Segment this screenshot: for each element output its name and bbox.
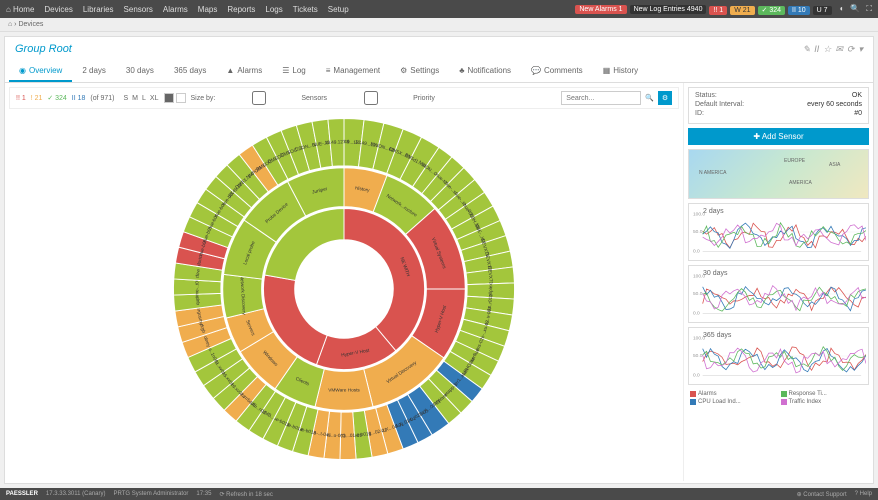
svg-text:50.0: 50.0 <box>693 353 703 359</box>
refresh-icon[interactable]: ⟳ <box>847 44 855 55</box>
svg-text:VMWare Hosts: VMWare Hosts <box>328 388 360 394</box>
tab-365-days[interactable]: 365 days <box>164 61 216 82</box>
search-input[interactable] <box>561 91 641 105</box>
legend: Alarms Response Ti... CPU Load Ind... Traff… <box>688 389 869 407</box>
status-badge[interactable]: !! 1 <box>709 6 727 15</box>
star-icon[interactable]: ☆ <box>823 44 831 55</box>
breadcrumb[interactable]: ⌂ › Devices <box>0 18 878 32</box>
mail-icon[interactable]: ✉ <box>835 44 843 55</box>
toolbar-gear-icon[interactable]: ⚙ <box>658 91 672 105</box>
status-badge[interactable]: II 10 <box>788 6 810 15</box>
status-badge[interactable]: ✓ 324 <box>758 6 786 15</box>
view-sunburst-icon[interactable] <box>164 93 174 103</box>
tab-management[interactable]: ≡ Management <box>316 61 390 82</box>
nav-setup[interactable]: Setup <box>328 5 349 14</box>
map-thumbnail[interactable]: N AMERICA EUROPE ASIA AMERICA <box>688 149 869 199</box>
svg-text:0.0: 0.0 <box>693 372 700 378</box>
add-sensor-button[interactable]: ✚ Add Sensor <box>688 128 869 145</box>
left-panel: !! 1 ! 21 ✓ 324 II 18 (of 971) SML XL Siz… <box>5 83 683 481</box>
svg-text:tfow: tfow <box>195 268 202 278</box>
sizeby-priority[interactable]: Priority <box>331 91 435 105</box>
nav-sensors[interactable]: Sensors <box>124 5 153 14</box>
top-navbar: ⌂ Home Devices Libraries Sensors Alarms Maps R… <box>0 0 878 18</box>
search-go-icon[interactable]: 🔍 <box>645 94 654 102</box>
footer-brand: PAESSLER <box>6 491 38 498</box>
group-tools: ✎ II ☆ ✉ ⟳ ▾ <box>803 44 863 55</box>
tab-notifications[interactable]: ♣ Notifications <box>449 61 521 82</box>
status-badges: !! 1W 21 ✓ 324II 10U 7 <box>706 5 831 14</box>
nav-reports[interactable]: Reports <box>227 5 255 14</box>
nav-logs[interactable]: Logs <box>265 5 282 14</box>
fullscreen-icon[interactable]: ⛶ <box>866 4 872 14</box>
tab-30-days[interactable]: 30 days <box>116 61 164 82</box>
tab-comments[interactable]: 💬 Comments <box>521 61 593 82</box>
mini-chart-2[interactable]: 365 days100.050.00.0 <box>688 327 869 385</box>
view-mode <box>164 93 186 103</box>
right-panel: Status:OK Default Interval:every 60 seco… <box>683 83 873 481</box>
tab-history[interactable]: ▦ History <box>593 61 648 82</box>
tab-settings[interactable]: ⚙ Settings <box>390 61 449 82</box>
svg-text:0.0: 0.0 <box>693 248 700 254</box>
sunburst-chart[interactable]: NE WITHHyper-V HostHistoryNetwork...ruct… <box>9 109 679 469</box>
group-header: Group Root ✎ II ☆ ✉ ⟳ ▾ <box>5 37 873 61</box>
svg-text:10.49.127.9: 10.49.127.9 <box>324 139 350 146</box>
svg-text:50.0: 50.0 <box>693 229 703 235</box>
size-picker: SML XL <box>121 95 160 102</box>
edit-icon[interactable]: ✎ <box>803 44 811 55</box>
main-panel: Group Root ✎ II ☆ ✉ ⟳ ▾ ◉ Overview2 days… <box>4 36 874 484</box>
nav-devices[interactable]: Devices <box>44 5 72 14</box>
legend-item: Alarms <box>690 391 777 397</box>
mini-chart-1[interactable]: 30 days100.050.00.0 <box>688 265 869 323</box>
tab-overview[interactable]: ◉ Overview <box>9 61 72 82</box>
nav-libraries[interactable]: Libraries <box>83 5 114 14</box>
sensor-counts: !! 1 ! 21 ✓ 324 II 18 (of 971) <box>16 94 117 102</box>
svg-text:50.0: 50.0 <box>693 291 703 297</box>
nav-maps[interactable]: Maps <box>198 5 218 14</box>
status-badge[interactable]: W 21 <box>730 6 754 15</box>
legend-item: CPU Load Ind... <box>690 399 777 405</box>
pause-icon[interactable]: II <box>814 44 819 55</box>
nav-alarms[interactable]: Alarms <box>163 5 188 14</box>
legend-item: Response Ti... <box>781 391 868 397</box>
new-log-badge[interactable]: New Log Entries 4940 <box>630 5 707 14</box>
new-alarms-badge[interactable]: New Alarms 1 <box>575 5 626 14</box>
half-icon[interactable]: ◐ <box>840 4 845 14</box>
toolbar: !! 1 ! 21 ✓ 324 II 18 (of 971) SML XL Siz… <box>9 87 679 109</box>
sizeby-sensors[interactable]: Sensors <box>219 91 327 105</box>
view-grid-icon[interactable] <box>176 93 186 103</box>
legend-item: Traffic Index <box>781 399 868 405</box>
svg-text:0.0: 0.0 <box>693 310 700 316</box>
tab-log[interactable]: ☰ Log <box>272 61 316 82</box>
topbar-icons: ◐ 🔍 ⛶ <box>840 4 872 14</box>
nav-items: ⌂ Home Devices Libraries Sensors Alarms Maps R… <box>6 5 349 14</box>
help-link[interactable]: ? Help <box>855 491 872 498</box>
status-box: Status:OK Default Interval:every 60 seco… <box>688 87 869 124</box>
nav-tickets[interactable]: Tickets <box>293 5 318 14</box>
search-icon[interactable]: 🔍 <box>850 4 860 14</box>
size-l[interactable]: L <box>142 95 146 102</box>
group-title: Group Root <box>15 43 72 55</box>
nav-home[interactable]: ⌂ Home <box>6 5 34 14</box>
contact-support[interactable]: ⊕ Contact Support <box>797 491 847 498</box>
menu-icon[interactable]: ▾ <box>858 44 863 55</box>
size-m[interactable]: M <box>132 95 138 102</box>
tab-2-days[interactable]: 2 days <box>72 61 116 82</box>
mini-chart-0[interactable]: 2 days100.050.00.0 <box>688 203 869 261</box>
footer: PAESSLER 17.3.33.3011 (Canary) PRTG Syst… <box>0 488 878 500</box>
size-xl[interactable]: XL <box>150 95 159 102</box>
status-badge[interactable]: U 7 <box>813 6 832 15</box>
size-s[interactable]: S <box>123 95 128 102</box>
tabs: ◉ Overview2 days30 days365 days▲ Alarms☰… <box>5 61 873 83</box>
tab-alarms[interactable]: ▲ Alarms <box>216 61 272 82</box>
sizeby-label: Size by: <box>190 95 215 102</box>
